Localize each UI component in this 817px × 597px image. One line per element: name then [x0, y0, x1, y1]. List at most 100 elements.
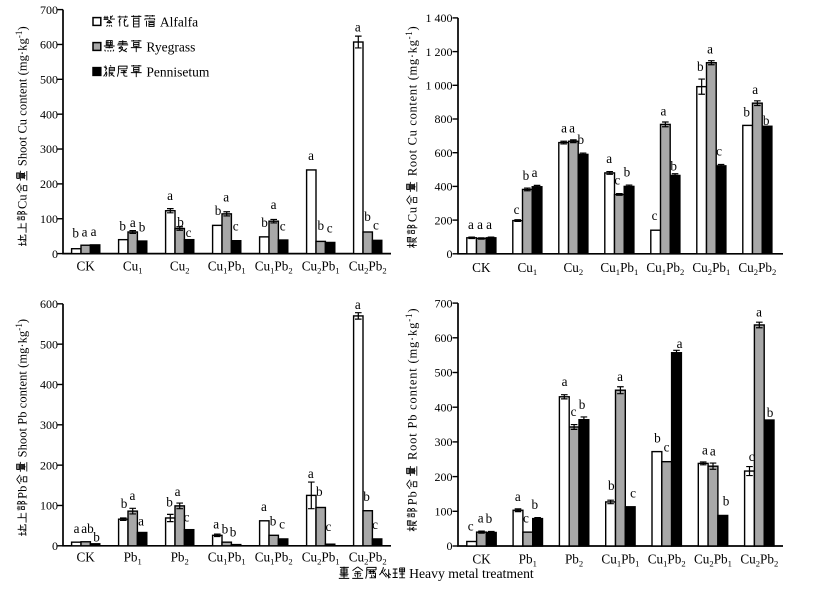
svg-text:1: 1 [635, 558, 639, 568]
svg-text:c: c [749, 449, 755, 464]
svg-text:2: 2 [185, 556, 189, 566]
svg-text:b: b [654, 431, 661, 446]
svg-text:): ) [406, 26, 420, 31]
svg-text:1: 1 [138, 265, 142, 275]
svg-text:Pb: Pb [666, 260, 680, 275]
svg-text:a: a [74, 521, 80, 536]
svg-text:Pb: Pb [519, 551, 533, 566]
svg-text:1: 1 [616, 267, 620, 277]
svg-text:b: b [270, 514, 277, 529]
svg-text:Cu: Cu [302, 549, 318, 564]
svg-text:b: b [579, 397, 586, 412]
svg-text:c: c [523, 511, 529, 526]
svg-text:400: 400 [40, 107, 58, 121]
svg-text:a: a [175, 484, 181, 499]
svg-text:600: 600 [435, 331, 453, 345]
svg-text:b: b [119, 219, 126, 234]
svg-text:c: c [652, 208, 658, 223]
svg-text:Pb: Pb [712, 260, 726, 275]
svg-text:b: b [486, 511, 493, 526]
svg-text:c: c [664, 439, 670, 454]
svg-text:2: 2 [364, 265, 368, 275]
svg-text:b: b [523, 168, 530, 183]
svg-text:100: 100 [40, 499, 58, 513]
svg-text:ab: ab [81, 521, 94, 536]
svg-text:c: c [514, 202, 520, 217]
svg-text:a: a [308, 148, 314, 163]
svg-text:700: 700 [40, 3, 58, 17]
svg-text:b: b [166, 495, 173, 510]
svg-text:1: 1 [335, 556, 339, 566]
svg-text:600: 600 [40, 297, 58, 311]
svg-text:a: a [606, 151, 612, 166]
svg-text:1: 1 [270, 556, 274, 566]
svg-text:c: c [279, 517, 285, 532]
svg-text:c: c [186, 225, 192, 240]
svg-text:b: b [723, 493, 730, 508]
svg-text:1: 1 [335, 265, 339, 275]
svg-text:1: 1 [223, 556, 227, 566]
svg-text:a: a [308, 466, 314, 481]
svg-text:Pb: Pb [227, 258, 241, 273]
svg-text:0: 0 [447, 247, 453, 261]
svg-text:500: 500 [40, 73, 58, 87]
svg-text:b: b [318, 218, 325, 233]
svg-text:Heavy metal treatment: Heavy metal treatment [406, 566, 534, 581]
svg-text:c: c [327, 221, 333, 236]
svg-text:Pb: Pb [760, 551, 774, 566]
svg-text:b: b [93, 530, 100, 545]
svg-text:Pb: Pb [667, 551, 681, 566]
svg-text:1: 1 [662, 267, 666, 277]
svg-text:1: 1 [533, 558, 537, 568]
svg-text:a: a [213, 516, 219, 531]
svg-text:2: 2 [382, 556, 386, 566]
svg-text:a: a [702, 442, 708, 457]
svg-text:1 000: 1 000 [426, 79, 453, 93]
svg-text:1: 1 [663, 558, 667, 568]
svg-text:1: 1 [270, 265, 274, 275]
svg-text:CK: CK [77, 549, 96, 564]
svg-text:a: a [707, 42, 713, 57]
svg-text:b: b [230, 524, 237, 539]
svg-text:a: a [677, 336, 683, 351]
svg-text:0: 0 [52, 539, 58, 553]
svg-text:a: a [355, 20, 361, 35]
svg-text:Cu: Cu [406, 206, 420, 222]
svg-text:2: 2 [774, 558, 778, 568]
svg-text:300: 300 [40, 142, 58, 156]
svg-text:b: b [670, 158, 677, 173]
svg-text:Ryegrass: Ryegrass [143, 39, 195, 54]
svg-text:200: 200 [435, 213, 453, 227]
svg-text:Cu: Cu [601, 551, 617, 566]
svg-text:b: b [316, 484, 323, 499]
svg-text:Cu: Cu [518, 260, 534, 275]
svg-text:500: 500 [435, 366, 453, 380]
svg-text:1: 1 [617, 558, 621, 568]
svg-text:600: 600 [435, 146, 453, 160]
svg-text:a: a [569, 121, 575, 136]
svg-text:c: c [630, 485, 636, 500]
svg-text:2: 2 [681, 558, 685, 568]
svg-text:400: 400 [40, 378, 58, 392]
svg-text:1: 1 [533, 267, 537, 277]
svg-text:c: c [372, 517, 378, 532]
svg-text:Cu: Cu [255, 258, 271, 273]
svg-text:c: c [614, 173, 620, 188]
svg-text:-1: -1 [404, 31, 414, 40]
svg-text:600: 600 [40, 38, 58, 52]
svg-text:1: 1 [241, 265, 245, 275]
svg-text:Pb: Pb [621, 551, 635, 566]
svg-text:a: a [261, 499, 267, 514]
svg-text:c: c [571, 404, 577, 419]
svg-text:c: c [184, 510, 190, 525]
svg-text:CK: CK [472, 260, 491, 275]
svg-text:Pb: Pb [565, 551, 579, 566]
svg-text:CK: CK [77, 258, 96, 273]
svg-text:800: 800 [435, 112, 453, 126]
svg-text:2: 2 [772, 267, 776, 277]
svg-text:a: a [129, 488, 135, 503]
svg-text:a: a [167, 188, 173, 203]
svg-text:2: 2 [288, 556, 292, 566]
svg-text:2: 2 [756, 558, 760, 568]
svg-text:Pb: Pb [171, 549, 185, 564]
